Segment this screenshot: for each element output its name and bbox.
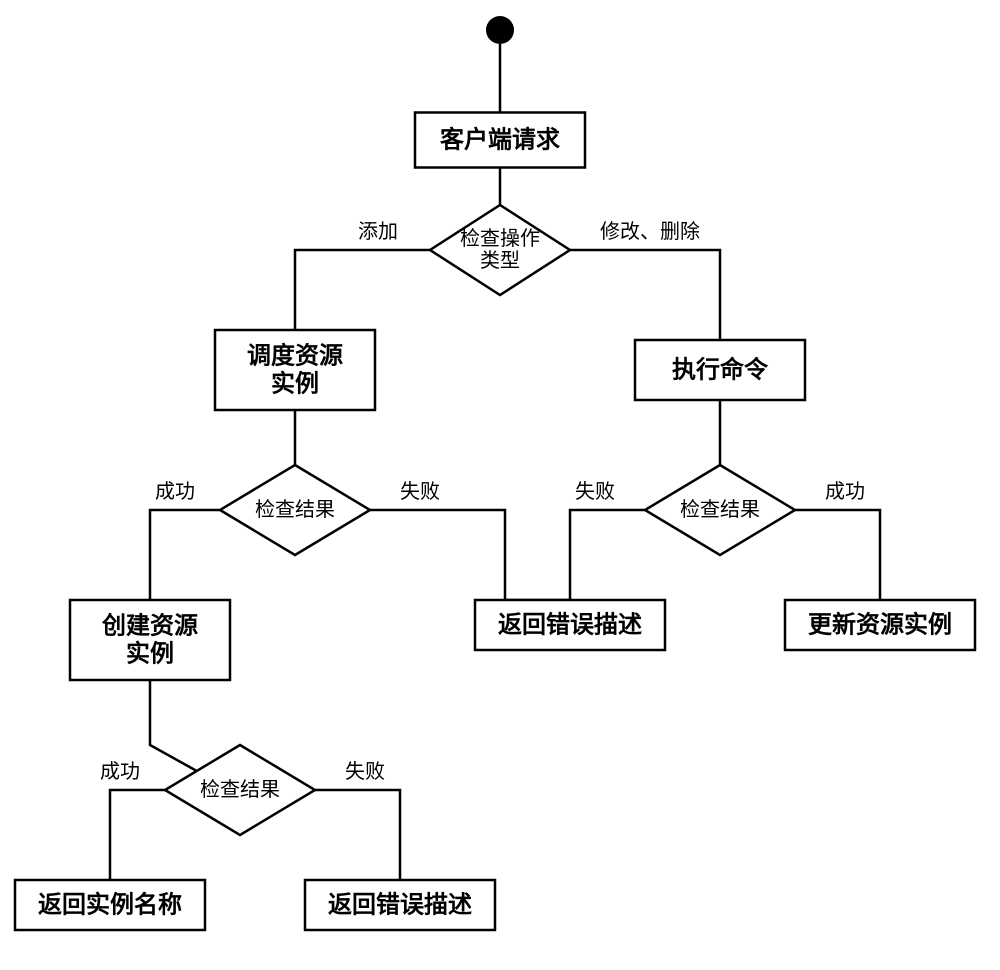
process-box-label: 执行命令: [672, 356, 769, 384]
edge: [315, 790, 400, 880]
edge: [570, 510, 645, 600]
edge: [795, 510, 880, 600]
flowchart-diagram: 添加修改、删除成功失败失败成功成功失败客户端请求检查操作类型调度资源实例执行命令…: [0, 0, 1000, 970]
process-box-label: 返回实例名称: [38, 891, 182, 919]
edge: [570, 250, 720, 340]
process-box-label: 返回错误描述: [328, 892, 472, 919]
edge-label: 成功: [825, 480, 865, 503]
process-box-label: 更新资源实例: [808, 611, 952, 639]
decision-node-label: 检查结果: [200, 778, 280, 801]
process-box-label: 实例: [271, 369, 319, 397]
edge: [295, 250, 430, 330]
edge-label: 成功: [100, 760, 140, 783]
process-box-label: 创建资源: [101, 613, 198, 640]
start-node: [486, 16, 514, 44]
decision-node-label: 检查结果: [255, 498, 335, 521]
decision-node-label: 类型: [480, 249, 520, 272]
edge: [150, 680, 204, 775]
edge-label: 成功: [155, 480, 195, 503]
edge-label: 修改、删除: [600, 220, 700, 243]
edge: [150, 510, 220, 600]
process-box-label: 返回错误描述: [498, 612, 642, 639]
edge: [110, 790, 165, 880]
decision-node-label: 检查操作: [460, 227, 540, 250]
process-box-label: 实例: [126, 639, 174, 667]
edge-label: 失败: [345, 760, 385, 783]
edge-label: 失败: [400, 480, 440, 503]
process-box-label: 调度资源: [247, 342, 343, 370]
edge-label: 失败: [575, 480, 615, 503]
edge: [370, 510, 505, 600]
edge-label: 添加: [358, 220, 398, 243]
process-box-label: 客户端请求: [440, 126, 560, 154]
decision-node-label: 检查结果: [680, 498, 760, 521]
